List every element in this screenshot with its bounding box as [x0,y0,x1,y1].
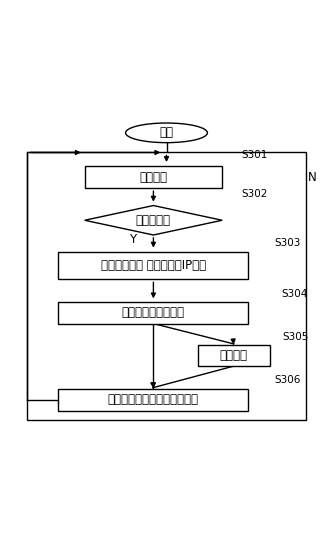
Text: 预警分析: 预警分析 [220,349,248,362]
Text: S304: S304 [281,289,307,299]
Text: 划分状态并保存数据: 划分状态并保存数据 [122,306,185,319]
FancyBboxPatch shape [85,166,222,188]
Text: S302: S302 [242,189,268,199]
Polygon shape [85,206,222,235]
Text: Y: Y [129,233,136,246]
Text: 有数据包否: 有数据包否 [136,214,171,227]
FancyBboxPatch shape [27,152,306,420]
Text: 监听网络: 监听网络 [140,170,167,183]
Text: N: N [308,170,317,183]
FancyBboxPatch shape [59,251,248,280]
Ellipse shape [126,123,207,143]
Text: S305: S305 [283,332,309,342]
FancyBboxPatch shape [197,345,270,366]
Text: 开始: 开始 [160,126,173,139]
Text: S303: S303 [274,238,301,249]
Text: 更新用户界面或发出报警提示: 更新用户界面或发出报警提示 [108,393,199,406]
Text: 解析数据包， 获取客户端IP地址: 解析数据包， 获取客户端IP地址 [101,259,206,272]
FancyBboxPatch shape [59,388,248,411]
Text: S301: S301 [242,150,268,159]
Text: S306: S306 [274,375,301,386]
FancyBboxPatch shape [59,302,248,324]
